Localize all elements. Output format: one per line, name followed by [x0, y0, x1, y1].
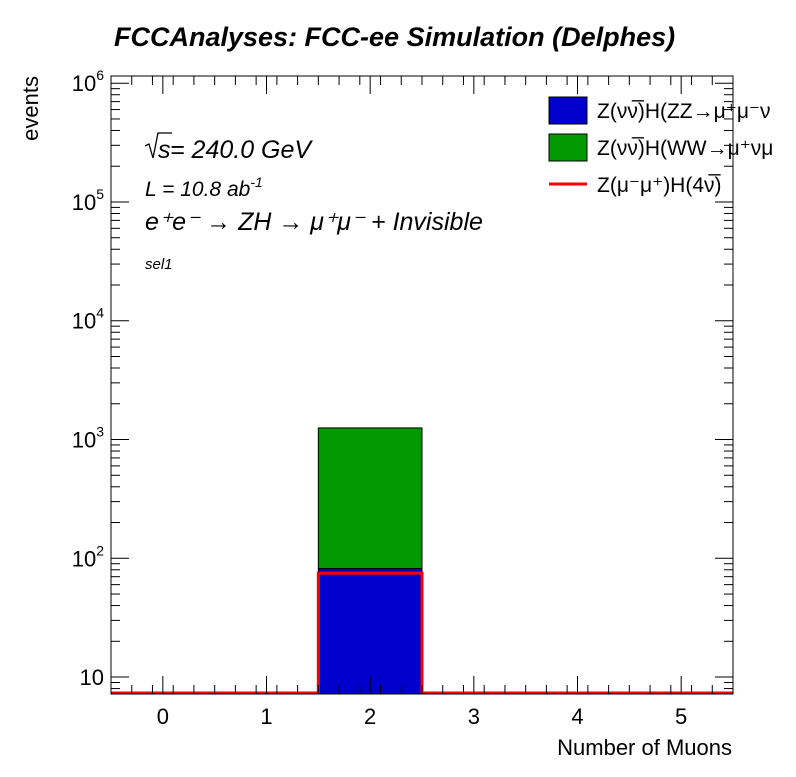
sqrt-symbol-icon: [144, 132, 172, 159]
x-axis-label: Number of Muons: [557, 735, 732, 760]
legend-swatch-0: [548, 96, 588, 125]
energy-label: = 240.0 GeV: [170, 136, 313, 164]
legend-label-2: Z(μ⁻μ⁺)H(4ν̅): [597, 174, 722, 197]
legend-swatch-1: [548, 133, 588, 162]
process-annotation: e⁺e⁻ → ZH → μ⁺μ⁻ + Invisible: [145, 208, 483, 236]
luminosity-annotation: L = 10.8 ab-1: [145, 174, 263, 201]
x-tick-label-3: 3: [468, 704, 480, 729]
selection-annotation: sel1: [145, 256, 173, 273]
x-tick-label-5: 5: [675, 704, 687, 729]
x-tick-label-1: 1: [260, 704, 272, 729]
y-axis-label: events: [18, 76, 43, 141]
y-tick-label-0: 10: [80, 665, 104, 690]
luminosity-label: L = 10.8 ab: [145, 178, 251, 201]
x-tick-label-2: 2: [364, 704, 376, 729]
y-tick-label-4: 105: [72, 186, 104, 215]
y-tick-label-2: 103: [72, 424, 104, 453]
sqrt-s-annotation: s = 240.0 GeV: [144, 132, 313, 164]
y-tick-label-5: 106: [72, 67, 104, 96]
legend-label-1: Z(νν̅)H(WW→μ⁺νμ: [597, 137, 773, 160]
bar-series-0-bin-2: [317, 568, 423, 695]
x-tick-label-4: 4: [571, 704, 583, 729]
x-tick-label-0: 0: [157, 704, 169, 729]
legend-label-0: Z(νν̅)H(ZZ→μ⁺μ⁻ν: [597, 100, 771, 123]
sqrt-s-value: s: [158, 136, 171, 164]
y-tick-label-3: 104: [72, 305, 104, 334]
chart-title: FCCAnalyses: FCC-ee Simulation (Delphes): [114, 22, 675, 52]
luminosity-exponent: -1: [250, 174, 262, 190]
bar-series-1-bin-2: [317, 427, 423, 570]
legend: Z(νν̅)H(ZZ→μ⁺μ⁻ν Z(νν̅)H(WW→μ⁺νμ Z(μ⁻μ⁺)H(…: [548, 96, 773, 197]
y-tick-label-1: 102: [72, 542, 104, 571]
line-series-2: [111, 571, 733, 695]
